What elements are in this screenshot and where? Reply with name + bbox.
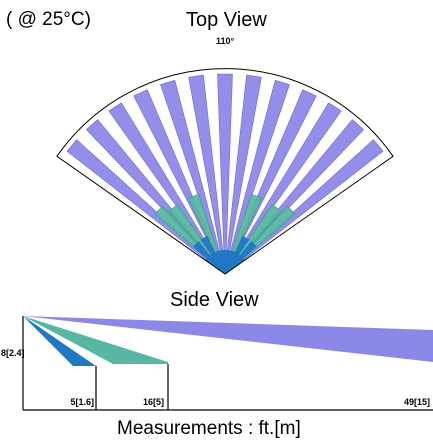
near-beam [224, 252, 240, 275]
side-view-diagram: 8[2.4] 5[1.6] 16[5] 49[15] [1, 316, 433, 411]
side-far-zone [23, 316, 433, 362]
height-label: 8[2.4] [1, 348, 25, 358]
top-view-diagram: 110° [56, 36, 394, 275]
near-beam [207, 254, 226, 275]
distance-label-16: 16[5] [143, 397, 164, 407]
near-beam [205, 256, 226, 275]
near-beam [210, 252, 226, 275]
angle-label: 110° [216, 36, 235, 46]
side-near-zone [23, 316, 96, 366]
near-beam [212, 251, 226, 275]
side-view-title: Side View [170, 289, 259, 311]
near-beam [224, 256, 245, 275]
near-beam [216, 250, 226, 275]
measurements-note: Measurements : ft.[m] [117, 418, 301, 439]
temperature-note: ( @ 25°C) [6, 9, 91, 30]
coverage-arc-outline [56, 68, 394, 275]
detection-beams [66, 73, 384, 275]
near-beam [224, 254, 243, 275]
top-view-title: Top View [186, 9, 267, 31]
distance-label-5: 5[1.6] [70, 397, 94, 407]
side-mid-zone [23, 316, 168, 364]
distance-label-49: 49[15] [404, 397, 430, 407]
